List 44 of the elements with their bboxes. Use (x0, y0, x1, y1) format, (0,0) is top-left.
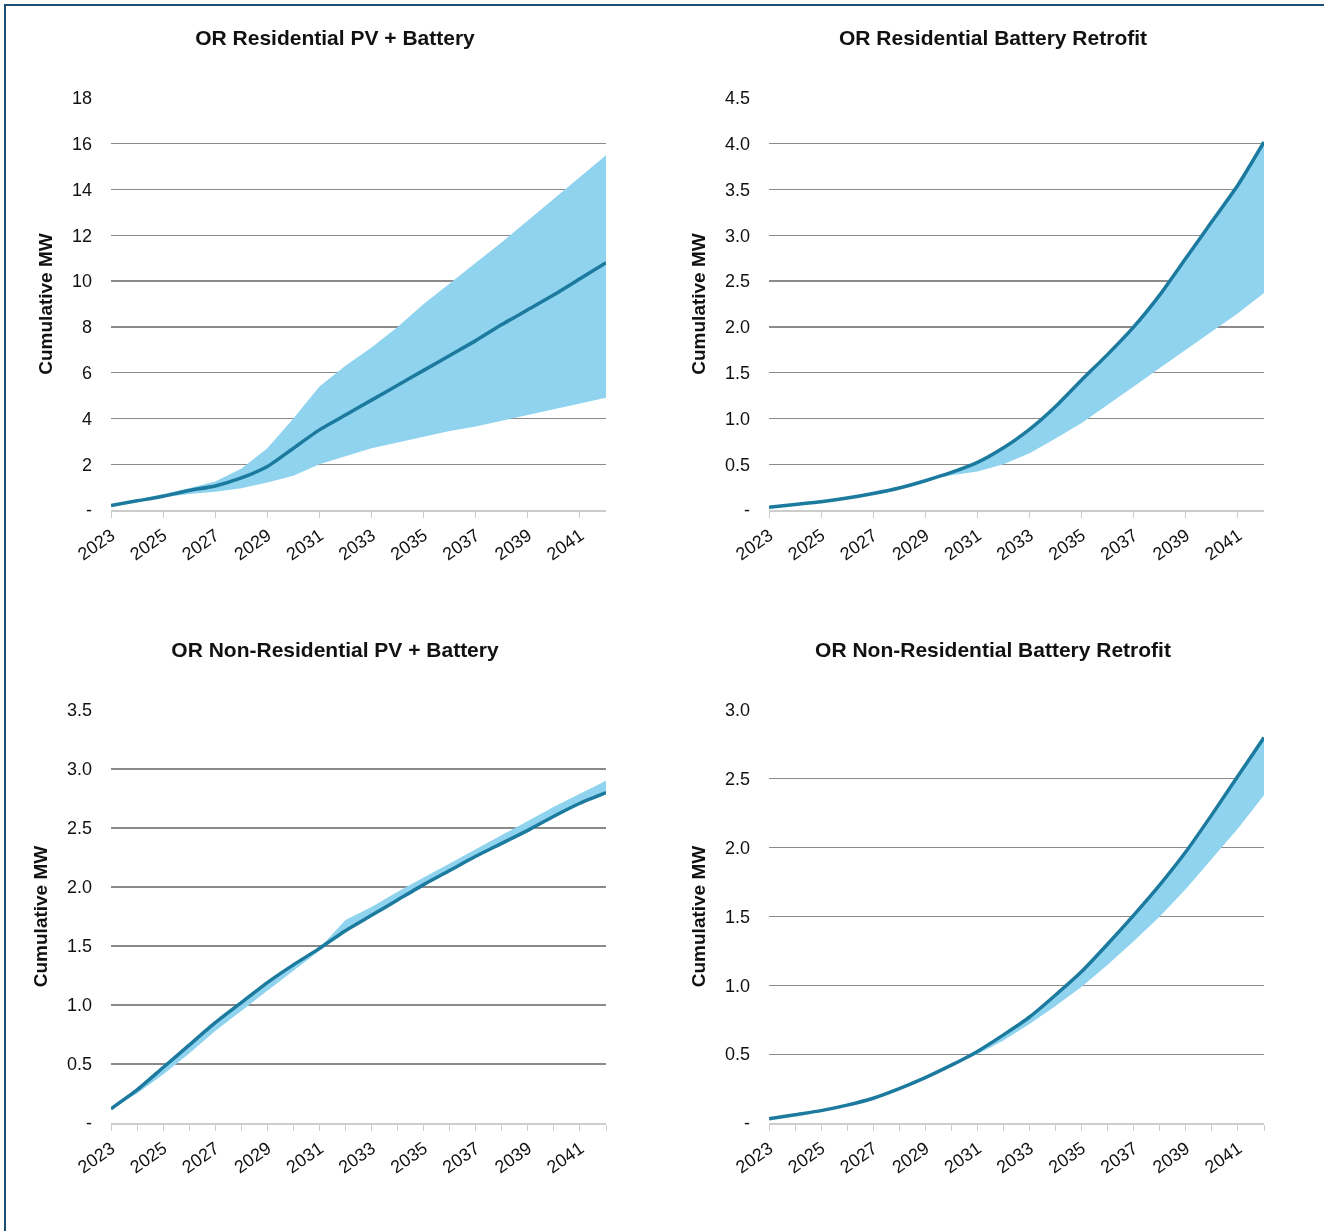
y-tick-label: 2.0 (724, 837, 750, 858)
y-tick-label: - (744, 1113, 750, 1134)
y-tick-label: 3.0 (724, 225, 750, 246)
y-tick-label: 0.5 (724, 1044, 750, 1065)
y-tick-label: 18 (71, 88, 92, 109)
y-tick-label: 2.5 (66, 818, 92, 839)
y-tick-label: 0.5 (724, 454, 750, 475)
y-tick-label: 2.5 (724, 271, 750, 292)
y-tick-label: 14 (71, 179, 92, 200)
y-tick-label: - (86, 500, 92, 521)
y-tick-label: 6 (81, 362, 92, 383)
y-tick-label: 2.0 (724, 317, 750, 338)
y-tick-label: - (86, 1113, 92, 1134)
y-tick-label: 1.5 (66, 936, 92, 957)
y-tick-label: - (744, 500, 750, 521)
line-series (111, 261, 606, 508)
y-tick-label: 3.5 (66, 700, 92, 721)
chart-title: OR Non-Residential Battery Retrofit (815, 638, 1171, 662)
y-tick-label: 8 (81, 317, 92, 338)
y-tick-label: 1.0 (66, 995, 92, 1016)
y-tick-label: 2.5 (724, 769, 750, 790)
y-tick-label: 1.0 (724, 408, 750, 429)
y-tick-label: 16 (71, 134, 92, 155)
y-axis-title: Cumulative MW (29, 845, 51, 988)
y-tick-label: 1.5 (724, 362, 750, 383)
y-tick-label: 4.5 (724, 88, 750, 109)
chart-title: OR Residential Battery Retrofit (838, 26, 1148, 50)
y-tick-label: 4 (81, 408, 92, 429)
y-tick-label: 1.5 (724, 906, 750, 927)
y-axis-title: Cumulative MW (687, 845, 709, 988)
y-tick-label: 4.0 (724, 134, 750, 155)
y-tick-label: 3.0 (724, 700, 750, 721)
y-axis-title: Cumulative MW (34, 233, 56, 375)
y-tick-label: 12 (71, 225, 92, 246)
y-tick-label: 0.5 (66, 1054, 92, 1075)
chart-title: OR Residential PV + Battery (195, 26, 476, 50)
y-tick-label: 10 (71, 271, 92, 292)
y-tick-label: 1.0 (724, 975, 750, 996)
y-axis-title: Cumulative MW (687, 233, 709, 375)
y-tick-label: 3.5 (724, 179, 750, 200)
y-tick-label: 2 (81, 454, 92, 475)
y-tick-label: 3.0 (66, 759, 92, 780)
y-tick-label: 2.0 (66, 877, 92, 898)
chart-title: OR Non-Residential PV + Battery (171, 638, 499, 662)
